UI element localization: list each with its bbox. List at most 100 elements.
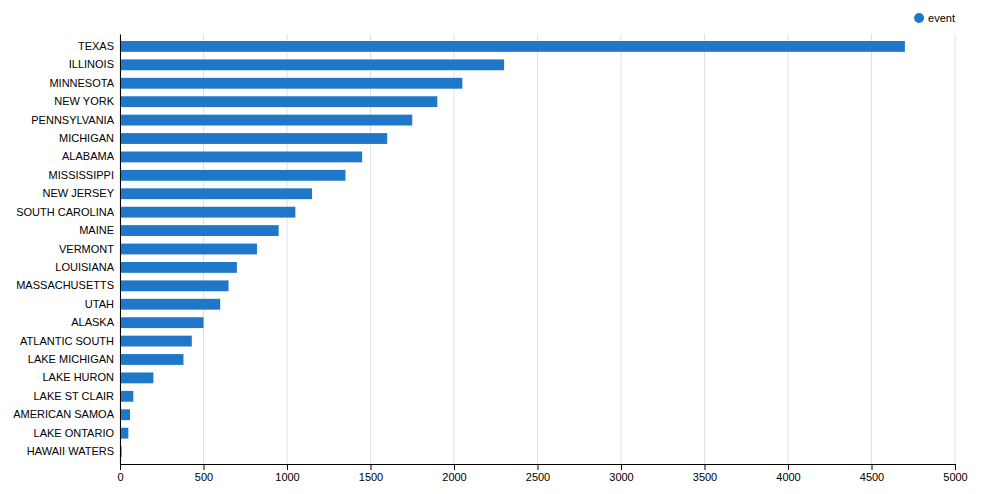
category-tick: SOUTH CAROLINA [16,206,120,218]
category-tick: LOUISIANA [55,261,120,273]
category-tick: MINNESOTA [49,77,120,89]
category-label: MINNESOTA [49,77,114,89]
value-tick: 3000 [609,464,633,483]
category-label: LOUISIANA [55,261,114,273]
grid-line [621,34,622,464]
grid-line [537,34,538,464]
tick-mark [120,464,121,470]
tick-label: 3500 [693,471,717,483]
bar [120,152,362,163]
category-label: MAINE [79,224,114,236]
bar [120,207,295,218]
grid-line [704,34,705,464]
chart-svg: 0 500 1000 1500 2000 2500 3000 3500 4000 4500 5000… [0,0,985,494]
value-tick: 2500 [526,464,550,483]
value-tick: 500 [195,464,213,483]
category-label: AMERICAN SAMOA [13,408,115,420]
category-axis: HAWAII WATERS LAKE ONTARIO AMERICAN SAMOA L… [13,35,120,465]
value-axis: 0 500 1000 1500 2000 2500 3000 3500 4000 4500 5000 [117,464,967,483]
plot-area: 0 500 1000 1500 2000 2500 3000 3500 4000 4500 5000… [13,34,968,483]
tick-mark [538,464,539,470]
tick-label: 4500 [860,471,884,483]
value-tick: 4500 [860,464,884,483]
bar [120,41,905,52]
legend-label: event [928,12,955,24]
bar [120,133,387,144]
value-tick: 5000 [943,464,967,483]
category-tick: NEW JERSEY [42,187,120,199]
category-tick: ATLANTIC SOUTH [20,335,120,347]
legend-marker [914,13,924,23]
bar [120,409,130,420]
bars [120,41,905,457]
category-tick: ALABAMA [62,150,120,162]
category-label: LAKE ONTARIO [34,427,115,439]
category-tick: AMERICAN SAMOA [13,408,120,420]
bar [120,280,229,291]
category-tick: TEXAS [78,40,120,52]
category-label: VERMONT [59,243,114,255]
category-tick: VERMONT [59,243,120,255]
bar [120,372,153,383]
bar [120,428,128,439]
category-label: MISSISSIPPI [49,169,114,181]
value-tick: 0 [117,464,123,483]
bar [120,244,257,255]
grid-line [871,34,872,464]
category-tick: HAWAII WATERS [27,445,120,457]
legend-item: event [914,12,955,24]
category-tick: NEW YORK [54,95,120,107]
category-tick: LAKE HURON [42,371,120,383]
legend: event [914,12,955,24]
category-label: LAKE MICHIGAN [28,353,114,365]
grid-line [955,34,956,464]
category-label: LAKE ST CLAIR [34,390,115,402]
category-tick: LAKE ST CLAIR [34,390,121,402]
category-tick: MASSACHUSETTS [16,279,120,291]
category-tick: MAINE [79,224,120,236]
category-label: ALASKA [71,316,114,328]
category-label: PENNSYLVANIA [31,114,114,126]
category-label: ATLANTIC SOUTH [20,335,114,347]
category-tick: ILLINOIS [69,58,120,70]
bar [120,96,437,107]
tick-mark [955,464,956,470]
bar [120,59,504,70]
tick-label: 1500 [359,471,383,483]
category-label: NEW JERSEY [42,187,114,199]
bar [120,391,133,402]
bar [120,170,345,181]
category-label: ALABAMA [62,150,115,162]
tick-mark [287,464,288,470]
category-label: MICHIGAN [59,132,114,144]
value-axis-line [121,465,956,471]
value-tick: 4000 [776,464,800,483]
tick-label: 3000 [609,471,633,483]
value-tick: 1000 [275,464,299,483]
bar [120,262,237,273]
tick-label: 4000 [776,471,800,483]
category-label: TEXAS [78,40,114,52]
tick-label: 1000 [275,471,299,483]
bar [120,354,183,365]
tick-mark [371,464,372,470]
value-tick: 1500 [359,464,383,483]
bar [120,336,192,347]
category-tick: PENNSYLVANIA [31,114,120,126]
value-tick: 2000 [442,464,466,483]
category-label: UTAH [85,298,114,310]
grid-line [454,34,455,464]
tick-mark [705,464,706,470]
grid [120,34,955,464]
tick-mark [454,464,455,470]
grid-line [120,34,121,464]
category-label: NEW YORK [54,95,114,107]
category-tick: ALASKA [71,316,120,328]
chart-container: 0 500 1000 1500 2000 2500 3000 3500 4000 4500 5000… [0,0,985,494]
category-label: SOUTH CAROLINA [16,206,114,218]
bar [120,115,412,126]
tick-mark [872,464,873,470]
category-tick: MISSISSIPPI [49,169,120,181]
category-label: LAKE HURON [42,371,114,383]
tick-label: 500 [195,471,213,483]
